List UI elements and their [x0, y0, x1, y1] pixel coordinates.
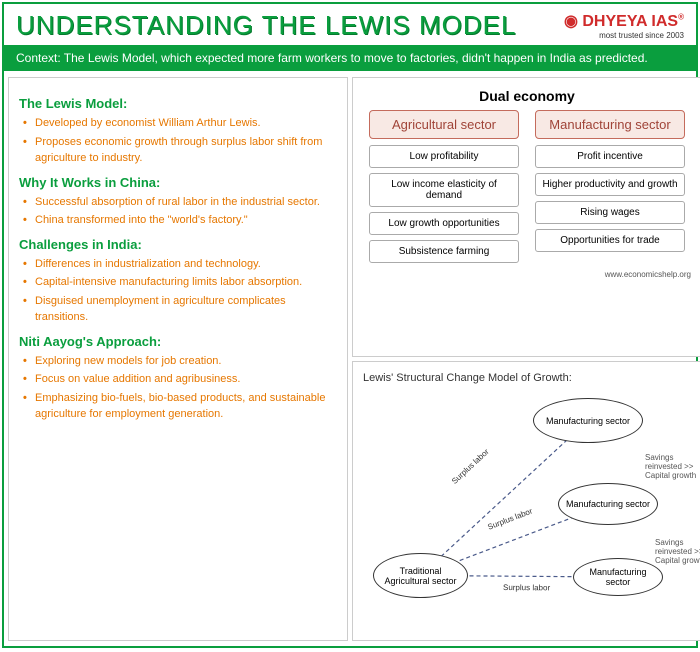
dual-item: Rising wages [535, 201, 685, 224]
brand-block: ◉ DHYEYA IAS® most trusted since 2003 [564, 11, 684, 40]
structural-diagram-panel: Lewis' Structural Change Model of Growth… [352, 361, 700, 641]
dual-item: Low profitability [369, 145, 519, 168]
diagram-node: Manufacturing sector [533, 398, 643, 443]
list-item: Proposes economic growth through surplus… [23, 134, 337, 167]
page-container: Understanding the Lewis Model ◉ DHYEYA I… [2, 2, 698, 648]
text-sections-panel: The Lewis Model: Developed by economist … [8, 77, 348, 641]
section-title: Why It Works in China: [19, 175, 337, 190]
dual-item: Low growth opportunities [369, 212, 519, 235]
bullet-list: Successful absorption of rural labor in … [19, 194, 337, 229]
diagram-node: Traditional Agricultural sector [373, 553, 468, 598]
context-bar: Context: The Lewis Model, which expected… [4, 45, 696, 71]
structural-title: Lewis' Structural Change Model of Growth… [363, 372, 691, 384]
bullet-list: Exploring new models for job creation. F… [19, 353, 337, 423]
brand-logo-icon: ◉ [564, 13, 578, 30]
list-item: Capital-intensive manufacturing limits l… [23, 274, 337, 291]
section-3: Niti Aayog's Approach: Exploring new mod… [19, 334, 337, 423]
dual-head: Manufacturing sector [535, 110, 685, 139]
brand-name: ◉ DHYEYA IAS® [564, 11, 684, 31]
diagram-note: Savings reinvested >> Capital growth [645, 453, 700, 480]
section-0: The Lewis Model: Developed by economist … [19, 96, 337, 167]
diagram-node: Manufacturing sector [558, 483, 658, 525]
diagram-node: Manufacturing sector [573, 558, 663, 596]
dual-columns: Agricultural sector Low profitability Lo… [363, 110, 691, 268]
dual-economy-panel: Dual economy Agricultural sector Low pro… [352, 77, 700, 357]
list-item: Emphasizing bio-fuels, bio-based product… [23, 390, 337, 423]
list-item: Focus on value addition and agribusiness… [23, 371, 337, 388]
list-item: Developed by economist William Arthur Le… [23, 115, 337, 132]
structural-diagram: Traditional Agricultural sector Manufactu… [363, 388, 691, 628]
dual-col-manufacturing: Manufacturing sector Profit incentive Hi… [535, 110, 685, 268]
list-item: Disguised unemployment in agriculture co… [23, 293, 337, 326]
section-title: Challenges in India: [19, 237, 337, 252]
section-2: Challenges in India: Differences in indu… [19, 237, 337, 326]
dual-head: Agricultural sector [369, 110, 519, 139]
section-title: Niti Aayog's Approach: [19, 334, 337, 349]
section-title: The Lewis Model: [19, 96, 337, 111]
list-item: Successful absorption of rural labor in … [23, 194, 337, 211]
diagram-note: Savings reinvested >> Capital growth [655, 538, 700, 565]
dual-item: Higher productivity and growth [535, 173, 685, 196]
dual-item: Subsistence farming [369, 240, 519, 263]
dual-item: Profit incentive [535, 145, 685, 168]
header: Understanding the Lewis Model ◉ DHYEYA I… [4, 4, 696, 43]
dual-citation: www.economicshelp.org [363, 270, 691, 279]
content-grid: The Lewis Model: Developed by economist … [4, 73, 696, 645]
dual-item: Opportunities for trade [535, 229, 685, 252]
list-item: China transformed into the "world's fact… [23, 212, 337, 229]
brand-tagline: most trusted since 2003 [564, 31, 684, 40]
edge-label: Surplus labor [503, 583, 550, 592]
dual-col-agricultural: Agricultural sector Low profitability Lo… [369, 110, 519, 268]
page-title: Understanding the Lewis Model [16, 10, 516, 41]
dual-economy-title: Dual economy [363, 88, 691, 104]
section-1: Why It Works in China: Successful absorp… [19, 175, 337, 229]
list-item: Differences in industrialization and tec… [23, 256, 337, 273]
bullet-list: Developed by economist William Arthur Le… [19, 115, 337, 167]
bullet-list: Differences in industrialization and tec… [19, 256, 337, 326]
dual-item: Low income elasticity of demand [369, 173, 519, 207]
list-item: Exploring new models for job creation. [23, 353, 337, 370]
